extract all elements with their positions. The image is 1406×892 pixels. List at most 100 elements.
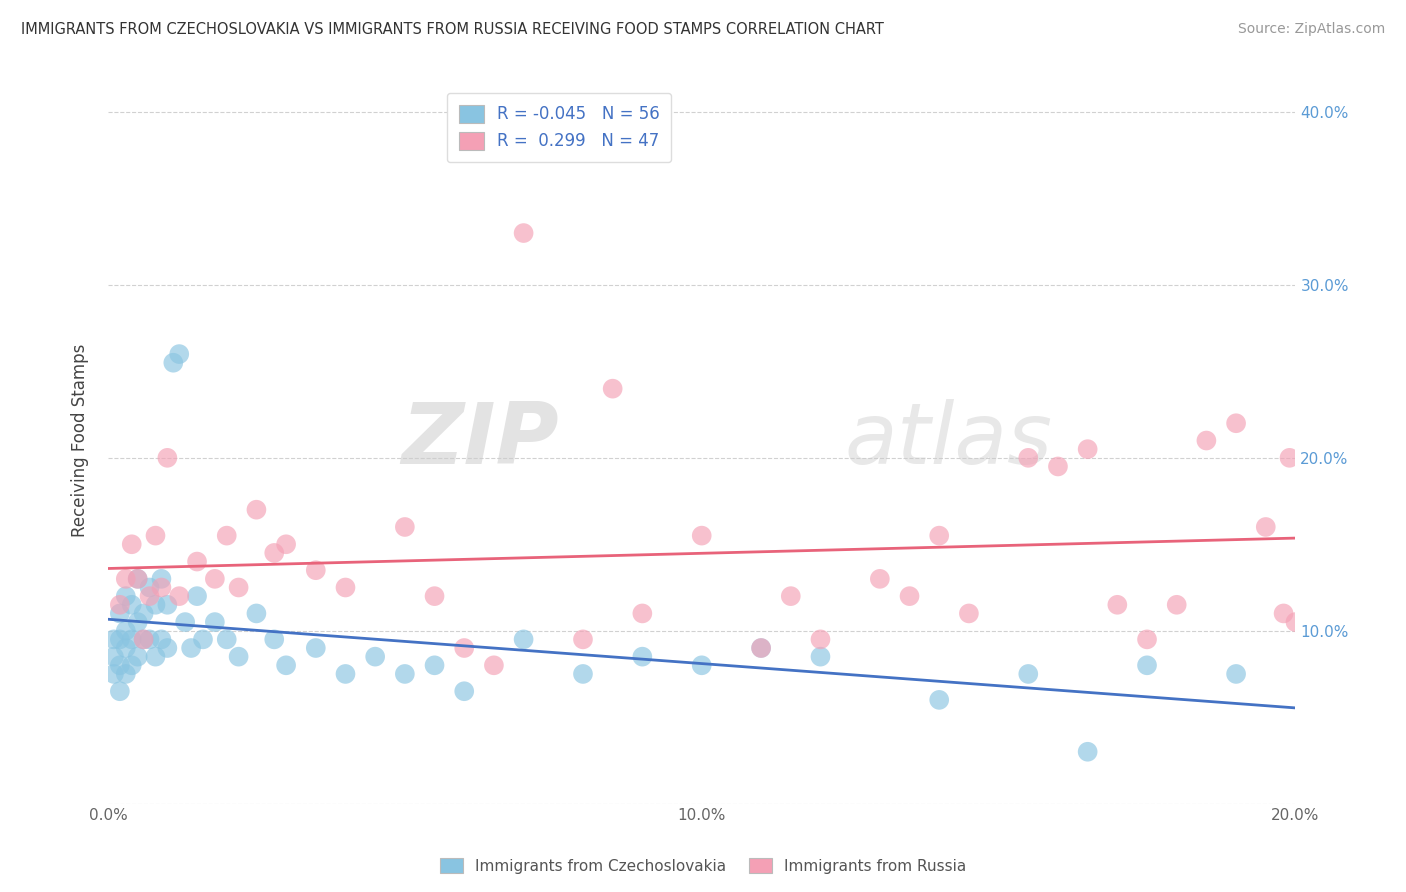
Point (263, 632, 285, 647)
Point (572, 632, 595, 647)
Point (1284, 615, 1306, 629)
Y-axis label: Receiving Food Stamps: Receiving Food Stamps (72, 343, 89, 537)
Point (305, 563, 328, 577)
Point (335, 667, 357, 681)
Point (1136, 658, 1159, 673)
Text: ZIP: ZIP (402, 399, 560, 482)
Point (453, 684, 475, 698)
Point (572, 667, 595, 681)
Point (174, 615, 197, 629)
Point (1272, 607, 1295, 621)
Point (108, 658, 131, 673)
Point (186, 555, 208, 569)
Point (150, 632, 173, 647)
Point (1166, 598, 1188, 612)
Point (121, 632, 143, 647)
Point (121, 658, 143, 673)
Point (512, 226, 534, 240)
Point (810, 632, 832, 647)
Point (810, 649, 832, 664)
Text: Source: ZipAtlas.com: Source: ZipAtlas.com (1237, 22, 1385, 37)
Point (394, 520, 416, 534)
Point (138, 581, 160, 595)
Point (114, 667, 136, 681)
Point (394, 667, 416, 681)
Point (138, 589, 160, 603)
Point (215, 528, 238, 542)
Point (127, 572, 149, 586)
Point (156, 598, 179, 612)
Point (602, 382, 624, 396)
Point (121, 598, 143, 612)
Point (749, 640, 772, 655)
Point (162, 356, 184, 370)
Point (690, 658, 713, 673)
Point (335, 581, 357, 595)
Point (103, 632, 125, 647)
Text: atlas: atlas (844, 399, 1052, 482)
Point (108, 684, 131, 698)
Point (1195, 434, 1218, 448)
Legend: Immigrants from Czechoslovakia, Immigrants from Russia: Immigrants from Czechoslovakia, Immigran… (433, 852, 973, 880)
Point (928, 693, 950, 707)
Point (204, 572, 226, 586)
Point (186, 589, 208, 603)
Point (114, 640, 136, 655)
Point (1107, 598, 1129, 612)
Point (132, 632, 155, 647)
Point (749, 640, 772, 655)
Point (167, 589, 190, 603)
Point (512, 632, 534, 647)
Point (631, 607, 654, 621)
Point (364, 649, 387, 664)
Point (1278, 450, 1301, 465)
Point (114, 572, 136, 586)
Point (305, 640, 328, 655)
Point (1254, 520, 1277, 534)
Point (228, 649, 250, 664)
Point (103, 667, 125, 681)
Point (103, 649, 125, 664)
Point (423, 658, 446, 673)
Text: IMMIGRANTS FROM CZECHOSLOVAKIA VS IMMIGRANTS FROM RUSSIA RECEIVING FOOD STAMPS C: IMMIGRANTS FROM CZECHOSLOVAKIA VS IMMIGR… (21, 22, 884, 37)
Point (898, 589, 921, 603)
Point (138, 632, 160, 647)
Point (132, 632, 155, 647)
Point (191, 632, 214, 647)
Point (108, 607, 131, 621)
Point (156, 450, 179, 465)
Point (145, 598, 167, 612)
Point (108, 632, 131, 647)
Point (121, 537, 143, 551)
Point (127, 649, 149, 664)
Point (1136, 632, 1159, 647)
Point (423, 589, 446, 603)
Point (1017, 667, 1039, 681)
Point (150, 572, 173, 586)
Point (114, 589, 136, 603)
Point (127, 615, 149, 629)
Point (263, 546, 285, 560)
Point (274, 658, 297, 673)
Point (145, 649, 167, 664)
Point (127, 572, 149, 586)
Point (928, 528, 950, 542)
Point (245, 607, 267, 621)
Point (145, 528, 167, 542)
Point (215, 632, 238, 647)
Point (180, 640, 202, 655)
Point (957, 607, 980, 621)
Point (869, 572, 891, 586)
Point (453, 640, 475, 655)
Point (167, 347, 190, 361)
Point (631, 649, 654, 664)
Point (204, 615, 226, 629)
Point (274, 537, 297, 551)
Point (1077, 745, 1099, 759)
Point (1046, 459, 1069, 474)
Point (114, 624, 136, 638)
Point (108, 598, 131, 612)
Point (1077, 442, 1099, 457)
Point (132, 607, 155, 621)
Point (1225, 667, 1247, 681)
